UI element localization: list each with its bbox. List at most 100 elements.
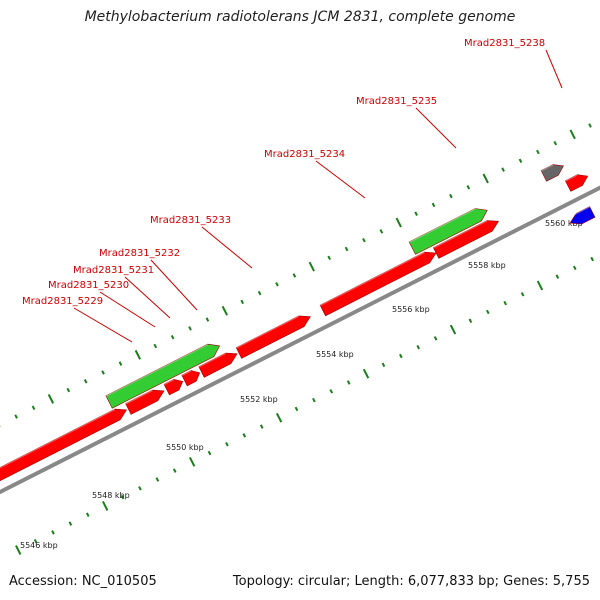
inner-tick: [449, 324, 457, 335]
scale-label: 5552 kbp: [240, 395, 278, 404]
gene-label-leader: [201, 226, 253, 269]
scale-label: 5556 kbp: [392, 305, 430, 314]
outer-tick: [257, 290, 262, 296]
gene-label: Mrad2831_5233: [150, 215, 231, 226]
outer-tick: [292, 273, 297, 278]
outer-tick: [553, 140, 558, 146]
outer-tick: [327, 255, 331, 261]
inner-tick: [275, 412, 283, 423]
scale-label: 5550 kbp: [166, 443, 204, 452]
outer-tick: [362, 237, 366, 243]
arrow-highlight: [432, 219, 488, 249]
outer-tick: [118, 361, 123, 366]
outer-tick: [536, 149, 540, 155]
gene-label: Mrad2831_5230: [48, 280, 129, 291]
inner-tick: [15, 545, 22, 555]
gene-arrow: [235, 315, 311, 359]
gene-arrow: [198, 352, 238, 378]
inner-tick: [294, 406, 299, 412]
map-title: Methylobacterium radiotolerans JCM 2831,…: [84, 9, 516, 25]
inner-tick: [503, 300, 507, 306]
gene-label-leader: [415, 107, 457, 149]
inner-tick: [433, 336, 438, 341]
gene-label-leader: [315, 160, 366, 199]
arrow-highlight: [319, 251, 425, 306]
gene-arrow-green: [408, 208, 488, 255]
inner-tick: [138, 486, 142, 491]
inner-tick: [468, 318, 473, 323]
accession-text: Accession: NC_010505: [9, 574, 157, 589]
outer-tick: [501, 167, 505, 172]
genome-info-text: Topology: circular; Length: 6,077,833 bp…: [232, 574, 590, 589]
inner-tick: [259, 424, 264, 429]
outer-tick: [344, 246, 349, 252]
inner-tick: [51, 530, 55, 535]
outer-tick: [449, 193, 453, 199]
gene-arrow: [0, 408, 128, 482]
outer-tick: [482, 173, 489, 184]
outer-tick: [66, 387, 71, 393]
outer-tick: [518, 158, 523, 164]
outer-tick: [31, 405, 36, 410]
inner-tick: [207, 450, 212, 456]
gene-arrow-blue: [569, 206, 596, 225]
gene-arrow-green: [105, 343, 221, 409]
scale-label: 5560 kbp: [545, 219, 583, 228]
inner-tick: [242, 433, 247, 438]
outer-tick: [466, 185, 471, 190]
gene-arrow: [319, 251, 437, 317]
inner-tick: [155, 477, 160, 482]
inner-tick: [520, 292, 525, 297]
inner-tick: [555, 274, 560, 279]
outer-tick: [221, 305, 228, 316]
inner-tick: [68, 521, 73, 526]
gene-label-leader: [124, 276, 171, 319]
arrow-highlight: [198, 352, 226, 368]
outer-tick: [275, 282, 279, 287]
gene-label-leader: [99, 291, 156, 328]
gene-arrow: [432, 220, 500, 259]
outer-tick: [431, 202, 436, 208]
inner-tick: [572, 265, 577, 271]
gene-arrow-gray: [540, 164, 564, 182]
outer-tick: [170, 334, 175, 340]
outer-tick: [569, 129, 576, 140]
arrow-highlight: [564, 173, 578, 182]
arrow-highlight: [540, 163, 554, 172]
backbone-line: [0, 185, 600, 495]
gene-label-leader: [150, 259, 198, 311]
gene-arrow: [125, 389, 165, 415]
arrow-highlight: [408, 207, 476, 243]
gene-label-leader: [545, 49, 563, 89]
scale-label: 5558 kbp: [468, 261, 506, 270]
inner-tick: [416, 344, 421, 350]
outer-tick: [205, 317, 210, 322]
outer-tick: [240, 299, 245, 305]
gene-arrow: [564, 174, 589, 192]
gene-label: Mrad2831_5229: [22, 296, 103, 307]
gene-label: Mrad2831_5232: [99, 248, 180, 259]
arrow-highlight: [0, 408, 116, 469]
outer-tick: [379, 229, 384, 234]
arrow-highlight: [566, 205, 591, 219]
outer-tick: [308, 261, 315, 272]
outer-tick: [101, 370, 105, 375]
inner-tick: [85, 512, 90, 517]
arrow-highlight: [163, 378, 175, 386]
outer-tick: [47, 394, 55, 404]
inner-tick: [536, 280, 544, 291]
gene-label: Mrad2831_5235: [356, 96, 437, 107]
arrow-highlight: [235, 315, 300, 349]
outer-tick: [395, 217, 402, 228]
arrow-highlight: [181, 369, 192, 377]
inner-tick: [188, 456, 196, 467]
arrow-highlight: [105, 343, 209, 397]
outer-tick: [134, 349, 142, 360]
inner-tick: [590, 256, 594, 262]
inner-tick: [172, 468, 177, 473]
inner-tick: [486, 309, 490, 315]
inner-tick: [362, 368, 370, 379]
gene-arrow: [181, 370, 201, 387]
inner-tick: [329, 389, 334, 394]
